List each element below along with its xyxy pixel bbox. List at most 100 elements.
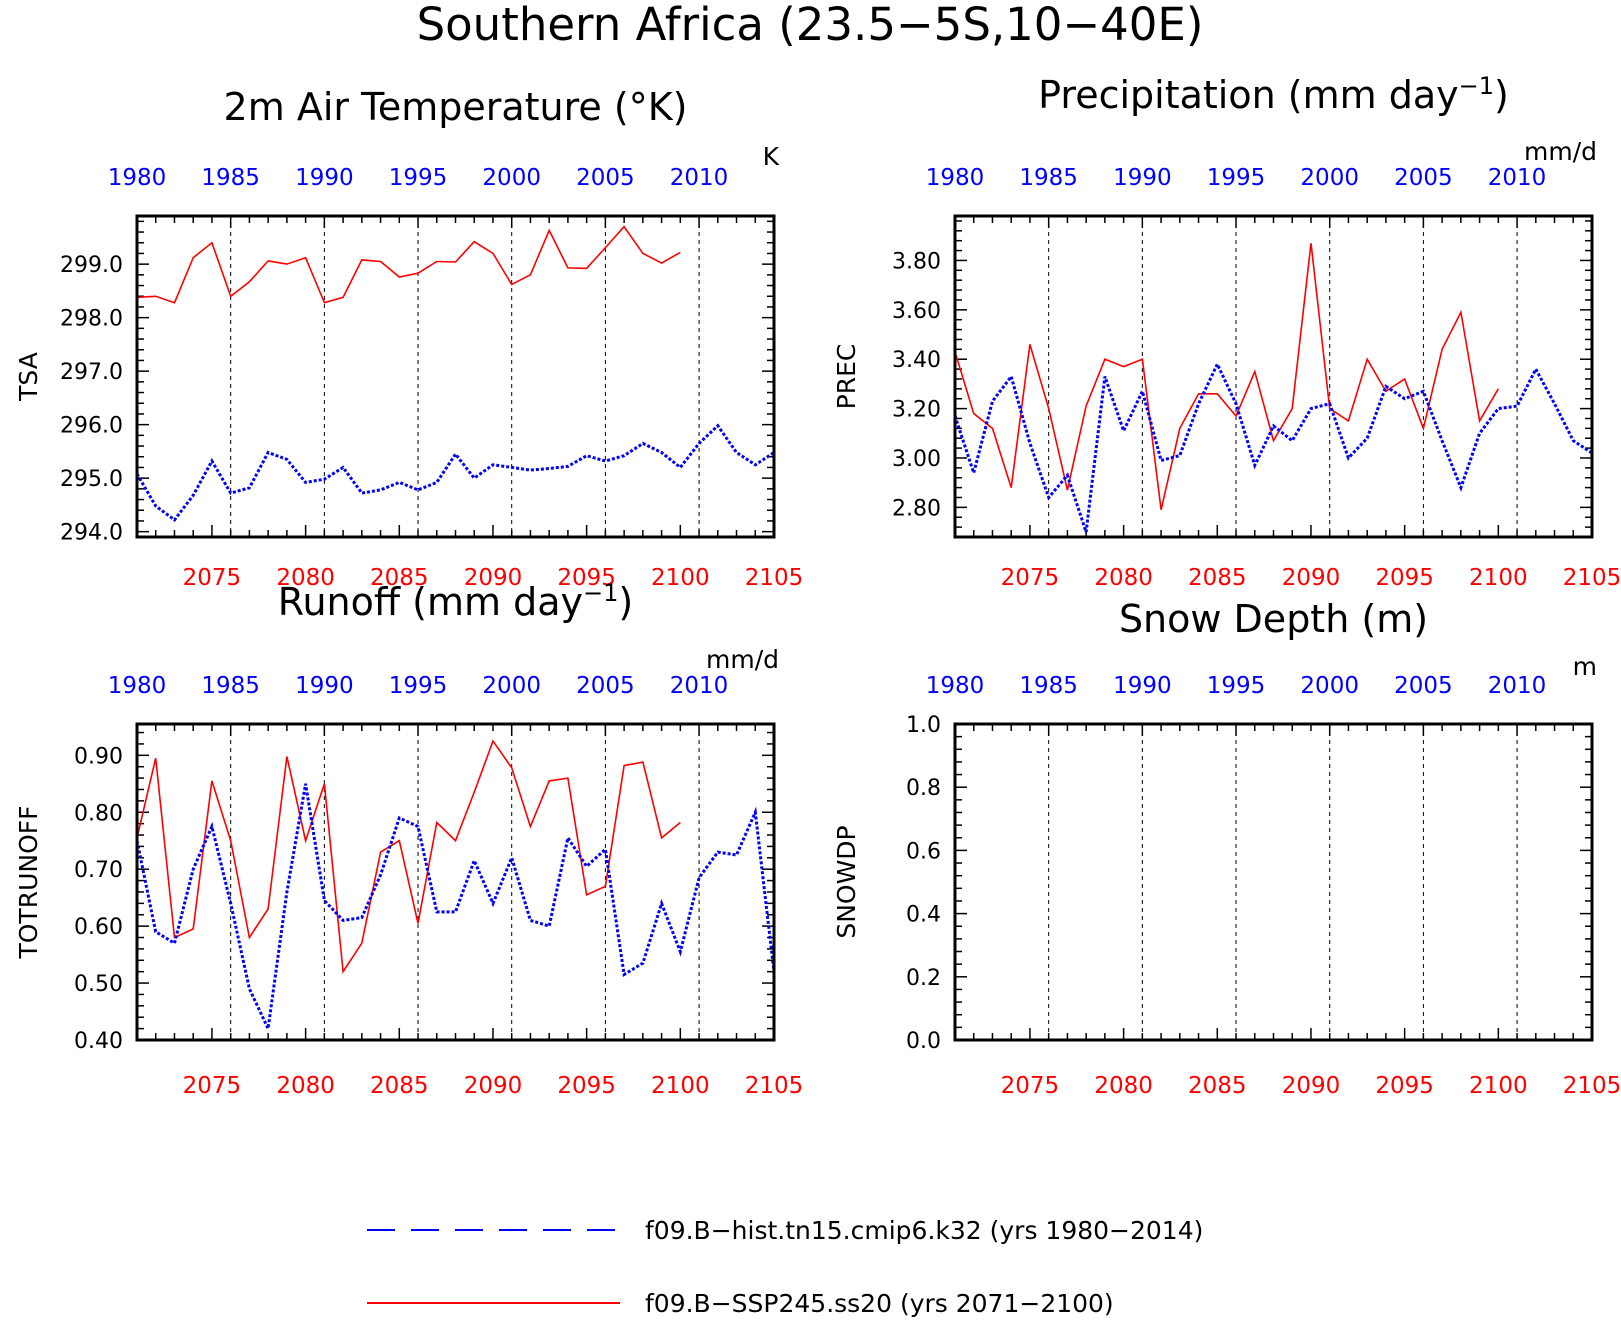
x-top-tick-label: 2000 (1300, 673, 1359, 699)
y-axis-label: PREC (832, 344, 861, 410)
x-top-tick-label: 1990 (1113, 165, 1172, 191)
panel-totrunoff: Runoff (mm day−1) mm/d TOTRUNOFF 0.40 0.50 0.… (14, 579, 803, 1099)
y-axis-label: TSA (14, 352, 43, 402)
x-top-tick-label: 1985 (1019, 165, 1078, 191)
y-tick-label: 299.0 (60, 253, 123, 278)
x-top-tick-label: 2005 (576, 165, 635, 191)
y-tick-label: 295.0 (60, 467, 123, 492)
x-bottom-tick-label: 2080 (1094, 565, 1153, 591)
y-tick-label: 0.6 (906, 839, 941, 864)
x-bottom-tick-label: 2080 (276, 1073, 335, 1099)
y-tick-label: 3.80 (892, 249, 941, 274)
x-bottom-tick-label: 2095 (1375, 565, 1434, 591)
x-top-tick-label: 1995 (1207, 165, 1266, 191)
y-axis-label: SNOWDP (832, 825, 861, 938)
y-tick-label: 0.50 (74, 972, 123, 997)
plot-frame (135, 214, 776, 539)
panel-title: Precipitation (mm day−1) (1038, 72, 1509, 117)
y-tick-label: 0.60 (74, 915, 123, 940)
units-label: mm/d (1524, 137, 1597, 166)
plot-frame (953, 722, 1594, 1042)
x-top-tick-label: 1990 (1113, 673, 1172, 699)
x-bottom-tick-label: 2075 (1001, 565, 1060, 591)
y-tick-label: 298.0 (60, 307, 123, 332)
series-line-ssp (955, 243, 1499, 510)
y-tick-label: 0.0 (906, 1029, 941, 1054)
x-top-tick-label: 1985 (201, 673, 260, 699)
y-tick-label: 3.60 (892, 299, 941, 324)
panel-title: 2m Air Temperature (°K) (224, 85, 688, 129)
panel-prec: Precipitation (mm day−1) mm/d PREC 2.80 3.00… (832, 72, 1621, 591)
series-line-ssp (137, 739, 681, 975)
series-line-hist (137, 423, 774, 522)
x-top-tick-label: 2005 (576, 673, 635, 699)
panel-title: Runoff (mm day−1) (278, 579, 633, 624)
y-tick-label: 3.40 (892, 348, 941, 373)
y-tick-label: 0.40 (74, 1029, 123, 1054)
x-top-tick-label: 1990 (295, 673, 354, 699)
y-tick-label: 2.80 (892, 496, 941, 521)
x-bottom-tick-label: 2100 (651, 1073, 710, 1099)
x-bottom-tick-label: 2095 (1375, 1073, 1434, 1099)
x-top-tick-label: 1995 (1207, 673, 1266, 699)
x-top-tick-label: 2010 (670, 673, 729, 699)
series-line-hist (137, 783, 774, 1034)
x-bottom-tick-label: 2085 (1188, 565, 1247, 591)
x-top-tick-label: 1985 (1019, 673, 1078, 699)
x-bottom-tick-label: 2090 (1282, 1073, 1341, 1099)
y-tick-label: 1.0 (906, 713, 941, 738)
y-axis-label: TOTRUNOFF (14, 805, 43, 959)
x-top-tick-label: 2010 (1488, 165, 1547, 191)
x-top-tick-label: 1990 (295, 165, 354, 191)
panel-title: Snow Depth (m) (1119, 597, 1428, 641)
x-top-tick-label: 1995 (389, 165, 448, 191)
legend-label-hist: f09.B−hist.tn15.cmip6.k32 (yrs 1980−2014… (645, 1216, 1203, 1245)
panels: 2m Air Temperature (°K) K TSA 294.0 295.0 296… (14, 72, 1621, 1099)
x-top-tick-label: 1980 (926, 165, 985, 191)
x-bottom-tick-label: 2105 (1563, 565, 1621, 591)
series-line-ssp (137, 225, 681, 304)
y-tick-label: 0.2 (906, 966, 941, 991)
x-bottom-tick-label: 2085 (1188, 1073, 1247, 1099)
x-bottom-tick-label: 2085 (370, 565, 429, 591)
legend: f09.B−hist.tn15.cmip6.k32 (yrs 1980−2014… (367, 1216, 1203, 1318)
x-top-tick-label: 2010 (1488, 673, 1547, 699)
y-tick-label: 297.0 (60, 360, 123, 385)
x-top-tick-label: 1995 (389, 673, 448, 699)
x-bottom-tick-label: 2075 (183, 565, 242, 591)
x-top-tick-label: 2005 (1394, 673, 1453, 699)
x-top-tick-label: 2000 (482, 165, 541, 191)
x-top-tick-label: 1980 (926, 673, 985, 699)
y-tick-label: 0.70 (74, 858, 123, 883)
y-tick-label: 294.0 (60, 521, 123, 546)
x-bottom-tick-label: 2085 (370, 1073, 429, 1099)
x-bottom-tick-label: 2080 (276, 565, 335, 591)
x-bottom-tick-label: 2100 (651, 565, 710, 591)
x-bottom-tick-label: 2095 (557, 1073, 616, 1099)
series-line-hist (955, 360, 1592, 533)
y-tick-label: 3.00 (892, 447, 941, 472)
x-bottom-tick-label: 2080 (1094, 1073, 1153, 1099)
x-top-tick-label: 2010 (670, 165, 729, 191)
panel-tsa: 2m Air Temperature (°K) K TSA 294.0 295.0 296… (14, 85, 803, 591)
x-top-tick-label: 2005 (1394, 165, 1453, 191)
y-tick-label: 0.8 (906, 776, 941, 801)
x-bottom-tick-label: 2105 (745, 1073, 804, 1099)
x-bottom-tick-label: 2100 (1469, 1073, 1528, 1099)
figure-title: Southern Africa (23.5−5S,10−40E) (417, 0, 1204, 51)
legend-label-ssp: f09.B−SSP245.ss20 (yrs 2071−2100) (645, 1289, 1114, 1318)
plot-frame (953, 214, 1594, 539)
x-top-tick-label: 2000 (1300, 165, 1359, 191)
units-label: K (763, 142, 780, 171)
x-bottom-tick-label: 2075 (183, 1073, 242, 1099)
x-bottom-tick-label: 2090 (464, 1073, 523, 1099)
x-bottom-tick-label: 2075 (1001, 1073, 1060, 1099)
y-tick-label: 3.20 (892, 398, 941, 423)
x-bottom-tick-label: 2090 (464, 565, 523, 591)
y-tick-label: 296.0 (60, 414, 123, 439)
x-bottom-tick-label: 2105 (1563, 1073, 1621, 1099)
x-top-tick-label: 1980 (108, 673, 167, 699)
y-tick-label: 0.90 (74, 744, 123, 769)
units-label: mm/d (706, 645, 779, 674)
